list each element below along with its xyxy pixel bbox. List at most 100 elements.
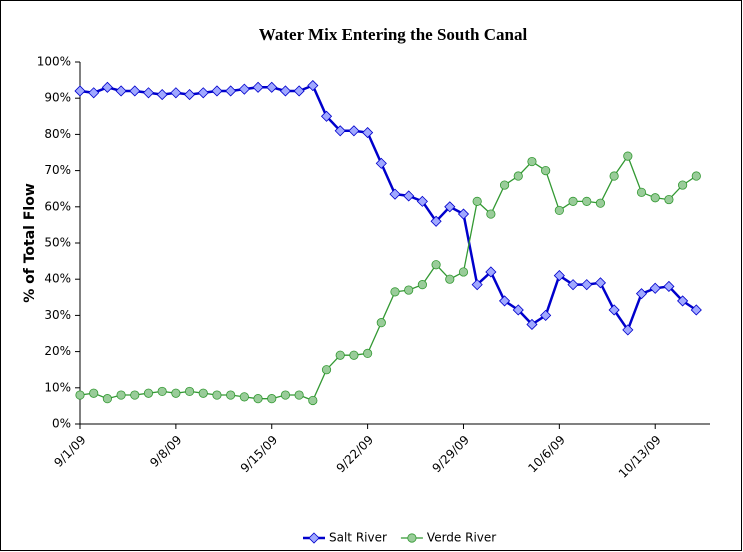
marker bbox=[457, 208, 470, 220]
marker bbox=[267, 394, 277, 404]
marker bbox=[623, 151, 633, 161]
marker bbox=[130, 390, 140, 400]
y-axis-label: % of Total Flow bbox=[22, 183, 38, 303]
marker bbox=[678, 180, 688, 190]
marker bbox=[102, 394, 112, 404]
marker bbox=[595, 198, 606, 208]
marker bbox=[198, 388, 208, 398]
legend-label: Salt River bbox=[329, 531, 387, 545]
marker bbox=[170, 87, 182, 99]
marker bbox=[498, 295, 511, 307]
marker bbox=[553, 270, 565, 282]
marker bbox=[307, 79, 319, 92]
marker bbox=[568, 196, 578, 206]
marker bbox=[74, 85, 86, 97]
y-tick-label: 10% bbox=[44, 380, 71, 394]
marker bbox=[404, 285, 414, 295]
marker bbox=[636, 187, 647, 197]
marker bbox=[431, 260, 441, 270]
marker bbox=[320, 110, 333, 122]
marker bbox=[594, 277, 607, 289]
y-tick-label: 40% bbox=[44, 272, 71, 286]
marker bbox=[691, 171, 701, 181]
marker bbox=[252, 81, 264, 93]
marker bbox=[142, 87, 155, 99]
marker bbox=[335, 350, 345, 360]
marker bbox=[608, 304, 620, 316]
marker bbox=[649, 282, 661, 294]
marker bbox=[540, 309, 552, 321]
marker bbox=[389, 188, 401, 200]
marker bbox=[225, 85, 237, 97]
marker bbox=[403, 190, 415, 202]
marker bbox=[417, 280, 427, 290]
marker bbox=[143, 388, 154, 398]
marker bbox=[349, 350, 359, 360]
marker bbox=[376, 318, 386, 328]
marker bbox=[116, 390, 126, 400]
marker bbox=[115, 85, 127, 97]
marker bbox=[458, 267, 469, 277]
series-line bbox=[79, 83, 697, 333]
marker bbox=[541, 166, 551, 176]
marker bbox=[362, 127, 374, 139]
marker bbox=[279, 85, 292, 97]
marker bbox=[129, 85, 141, 97]
marker bbox=[88, 87, 100, 99]
marker bbox=[690, 304, 702, 316]
marker bbox=[471, 279, 483, 291]
marker bbox=[363, 348, 373, 359]
marker bbox=[321, 365, 332, 375]
marker bbox=[513, 171, 523, 181]
marker bbox=[101, 81, 113, 93]
marker bbox=[486, 209, 496, 219]
marker bbox=[293, 85, 305, 97]
marker bbox=[171, 388, 181, 398]
marker bbox=[375, 157, 387, 169]
marker bbox=[308, 395, 318, 406]
marker bbox=[183, 89, 196, 101]
marker bbox=[430, 215, 442, 227]
marker bbox=[512, 304, 524, 316]
y-tick-label: 0% bbox=[52, 417, 71, 431]
y-tick-label: 20% bbox=[44, 344, 71, 358]
marker bbox=[527, 156, 537, 167]
marker bbox=[622, 324, 634, 336]
marker bbox=[499, 180, 510, 190]
legend-marker bbox=[407, 533, 417, 543]
marker bbox=[554, 205, 564, 216]
marker bbox=[390, 287, 400, 297]
marker bbox=[635, 288, 648, 300]
marker bbox=[609, 171, 619, 181]
marker bbox=[294, 390, 304, 400]
y-tick-label: 30% bbox=[44, 308, 71, 322]
marker bbox=[239, 392, 249, 402]
legend-marker bbox=[308, 532, 320, 544]
marker bbox=[677, 295, 689, 307]
marker bbox=[664, 194, 674, 205]
marker bbox=[157, 386, 167, 397]
y-tick-label: 50% bbox=[44, 236, 71, 250]
marker bbox=[266, 81, 278, 93]
y-tick-label: 60% bbox=[44, 199, 71, 213]
marker bbox=[663, 280, 675, 293]
marker bbox=[526, 318, 538, 331]
chart-title: Water Mix Entering the South Canal bbox=[259, 25, 528, 44]
y-tick-label: 100% bbox=[37, 55, 71, 69]
marker bbox=[226, 390, 236, 400]
marker bbox=[445, 274, 455, 284]
marker bbox=[197, 87, 209, 99]
marker bbox=[156, 89, 168, 101]
marker bbox=[348, 125, 360, 137]
marker bbox=[485, 266, 497, 278]
marker bbox=[582, 196, 592, 206]
marker bbox=[280, 390, 291, 400]
marker bbox=[238, 83, 250, 95]
marker bbox=[212, 390, 222, 400]
marker bbox=[416, 195, 428, 207]
marker bbox=[253, 394, 263, 404]
series-line bbox=[79, 154, 697, 402]
marker bbox=[650, 193, 660, 203]
marker bbox=[75, 390, 85, 400]
